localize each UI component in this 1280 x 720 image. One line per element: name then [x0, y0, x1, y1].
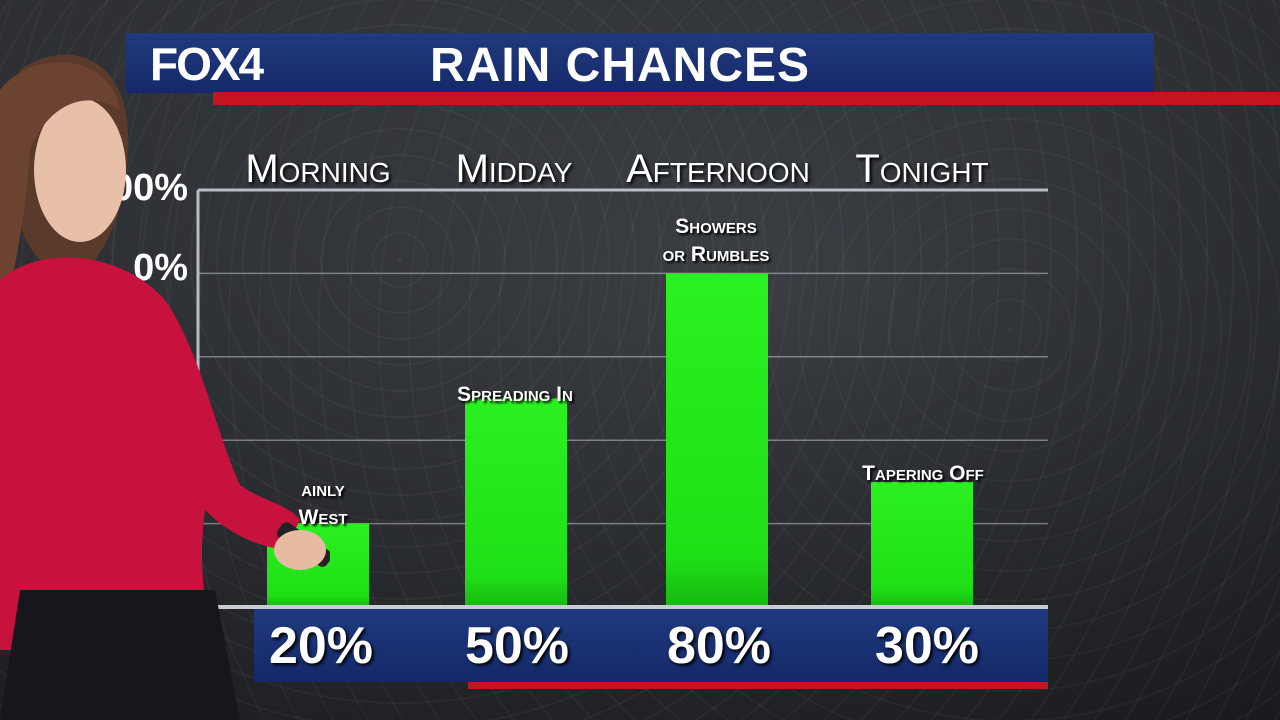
annotation-morning: ainly West — [248, 476, 398, 532]
value-label-morning: 20% — [268, 617, 374, 675]
period-label-afternoon: Afternoon — [626, 147, 810, 191]
period-label-morning: Morning — [245, 147, 391, 191]
annotation-morning-text: ainly West — [298, 478, 348, 529]
presenter-figure — [0, 54, 330, 720]
value-label-midday: 50% — [464, 617, 570, 675]
annotation-afternoon-text: Showers or Rumbles — [662, 215, 770, 266]
bottom-red-stripe — [468, 682, 1048, 689]
bar-tonight — [871, 481, 973, 607]
header-red-stripe — [213, 92, 1280, 105]
annotation-tonight: Tapering Off — [838, 460, 1008, 488]
annotation-midday-text: Spreading In — [457, 383, 573, 406]
station-logo: FOX4 — [150, 38, 264, 90]
annotation-afternoon: Showers or Rumbles — [626, 213, 806, 269]
annotation-tonight-text: Tapering Off — [862, 462, 984, 485]
bar-afternoon — [666, 273, 768, 607]
graphic-title: RAIN CHANCES — [430, 39, 811, 92]
bar-midday — [465, 398, 567, 607]
value-label-afternoon: 80% — [666, 617, 772, 675]
value-label-tonight: 30% — [874, 617, 980, 675]
period-label-tonight: Tonight — [855, 147, 989, 191]
annotation-midday: Spreading In — [430, 381, 600, 409]
period-label-midday: Midday — [455, 147, 573, 191]
header-bar — [126, 33, 1154, 93]
value-bar-strip — [254, 609, 1048, 682]
